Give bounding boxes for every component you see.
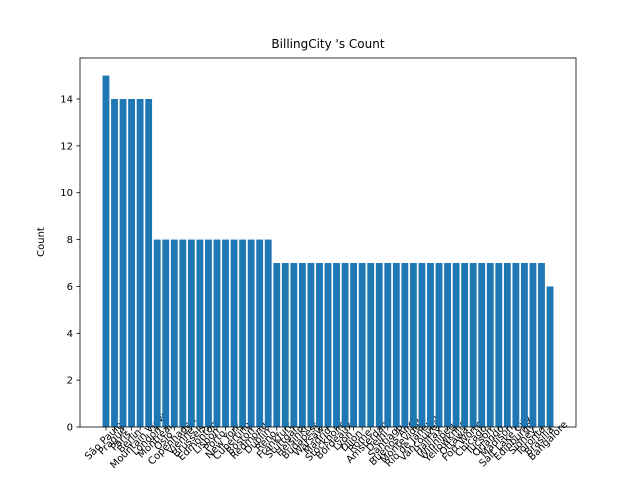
bar (401, 263, 409, 427)
bar (239, 239, 247, 427)
bar (358, 263, 366, 427)
y-tick-label: 4 (67, 329, 73, 340)
bar (162, 239, 170, 427)
bar (418, 263, 426, 427)
bar (187, 239, 195, 427)
bar (247, 239, 255, 427)
bar (324, 263, 332, 427)
bar (375, 263, 383, 427)
bar (205, 239, 212, 427)
y-axis-label: Count (36, 227, 47, 257)
bar (264, 239, 272, 427)
chart-title: BillingCity 's Count (271, 37, 384, 51)
bar (333, 263, 340, 427)
bar (153, 239, 161, 427)
bar (281, 263, 289, 427)
bar (452, 263, 460, 427)
y-tick-label: 0 (67, 423, 73, 434)
bar (486, 263, 494, 427)
bar (196, 239, 204, 427)
bar (546, 286, 554, 427)
bar (102, 75, 110, 428)
bar (538, 263, 545, 427)
bar (222, 239, 229, 427)
bar (427, 263, 434, 427)
bar (145, 99, 153, 427)
bar (341, 263, 349, 427)
bar (512, 263, 520, 427)
bar (298, 263, 306, 427)
bar (529, 263, 537, 427)
bar (444, 263, 451, 427)
bar (384, 263, 392, 427)
bar (435, 263, 443, 427)
y-tick-label: 10 (60, 188, 73, 199)
bar (469, 263, 477, 427)
bar (367, 263, 375, 427)
bar (290, 263, 298, 427)
y-tick-label: 14 (60, 95, 73, 106)
y-tick-label: 8 (67, 235, 73, 246)
bar (409, 263, 417, 427)
bar (179, 239, 187, 427)
bar (461, 263, 469, 427)
plot-frame (79, 57, 577, 428)
y-tick-label: 2 (67, 376, 73, 387)
bar (119, 99, 127, 427)
bar (495, 263, 503, 427)
bar (316, 263, 323, 427)
y-tick-label: 6 (67, 282, 73, 293)
bar (128, 99, 135, 427)
bar (503, 263, 511, 427)
bar (392, 263, 400, 427)
bar (136, 99, 144, 427)
bar (256, 239, 264, 427)
bar (111, 99, 118, 427)
bar (213, 239, 221, 427)
bar (170, 239, 178, 427)
bar (521, 263, 528, 427)
bar (350, 263, 358, 427)
bar (478, 263, 486, 427)
bar (230, 239, 238, 427)
bar (307, 263, 315, 427)
y-tick-label: 12 (60, 141, 73, 152)
bar (273, 263, 281, 427)
